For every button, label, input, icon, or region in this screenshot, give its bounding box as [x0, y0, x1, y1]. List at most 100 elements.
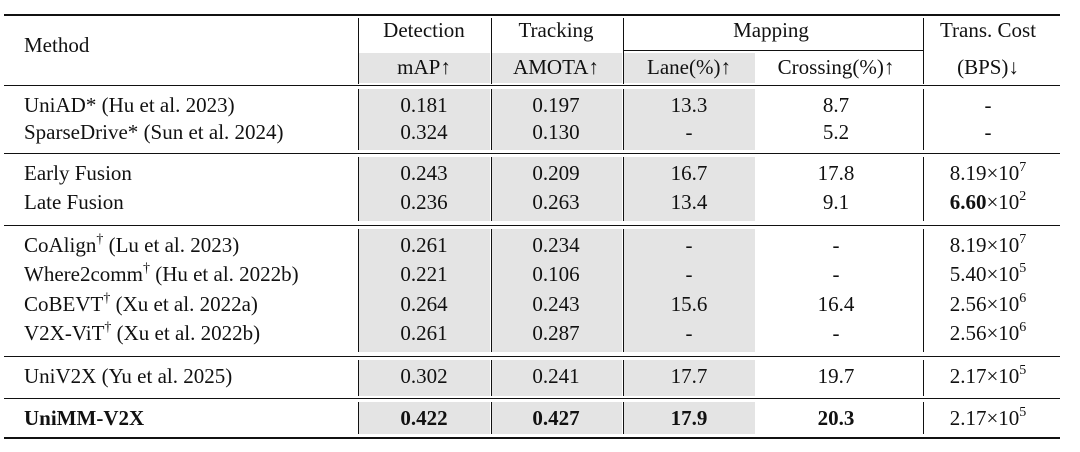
header-mapping: Mapping: [733, 18, 809, 42]
method-name: SparseDrive* (Sun et al. 2024): [24, 120, 284, 144]
cost-times-ten: ×10: [986, 190, 1020, 214]
top-rule: [4, 14, 1060, 16]
cell-lane: -: [685, 233, 693, 257]
vline-0-3: [923, 18, 924, 84]
citation: (Xu et al. 2022b): [111, 321, 261, 345]
shade-g1-c0: [359, 157, 490, 221]
citation: (Lu et al. 2023): [103, 233, 240, 257]
cell-map: 0.261: [400, 233, 448, 257]
shade-g0-c1: [492, 89, 622, 150]
method-label: UniAD*: [24, 93, 97, 117]
cell-cost: -: [985, 93, 992, 117]
header-bps: (BPS)↓: [957, 55, 1019, 79]
cell-lane: -: [685, 120, 693, 144]
cell-lane: 13.4: [670, 190, 708, 214]
vline-3-3: [923, 229, 924, 352]
method-label: Early Fusion: [24, 161, 132, 185]
method-name: Where2comm† (Hu et al. 2022b): [24, 262, 299, 287]
method-name: UniAD* (Hu et al. 2023): [24, 93, 235, 117]
cost-exponent: 2: [1019, 189, 1027, 204]
cell-amota: 0.287: [532, 321, 580, 345]
method-name: CoAlign† (Lu et al. 2023): [24, 232, 240, 258]
cost-mantissa: 8.19: [949, 233, 987, 257]
header-crossing: Crossing(%)↑: [777, 55, 895, 79]
method-name: Early Fusion: [24, 161, 132, 185]
cell-lane: 17.9: [670, 406, 708, 430]
header-tracking: Tracking: [518, 18, 594, 42]
cost-exponent: 6: [1019, 291, 1027, 306]
shade-g0-c0: [359, 89, 490, 150]
method-label: CoAlign: [24, 233, 97, 257]
cell-lane: -: [685, 262, 693, 286]
cell-cost: 8.19×107: [950, 161, 1027, 186]
method-label: Late Fusion: [24, 190, 124, 214]
vline-3-2: [623, 229, 624, 352]
group-rule-2: [4, 225, 1060, 226]
cell-map: 0.302: [400, 364, 448, 388]
vline-5-1: [491, 402, 492, 434]
vline-4-3: [923, 360, 924, 396]
cost-times-ten: ×10: [986, 364, 1020, 388]
cell-crossing: -: [832, 321, 840, 345]
shade-g2-c1: [492, 229, 622, 352]
shade-g3-c2: [624, 360, 755, 396]
method-label: UniMM-V2X: [24, 406, 145, 430]
shade-g1-c2: [624, 157, 755, 221]
cell-cost: 2.17×105: [950, 406, 1027, 431]
cell-map: 0.264: [400, 292, 448, 316]
citation: (Yu et al. 2025): [96, 364, 233, 388]
cost-times-ten: ×10: [986, 321, 1020, 345]
vline-4-1: [491, 360, 492, 396]
cell-amota: 0.241: [532, 364, 580, 388]
cell-crossing: -: [832, 262, 840, 286]
header-map: mAP↑: [397, 55, 451, 79]
group-rule-4: [4, 398, 1060, 399]
shade-g2-c0: [359, 229, 490, 352]
vline-4-2: [623, 360, 624, 396]
cost-times-ten: ×10: [986, 262, 1020, 286]
cost-mantissa: 6.60: [949, 190, 987, 214]
cell-amota: 0.427: [532, 406, 580, 430]
cost-exponent: 6: [1019, 320, 1027, 335]
cost-exponent: 5: [1019, 363, 1027, 378]
header-lane: Lane(%)↑: [647, 55, 731, 79]
cell-lane: 13.3: [670, 93, 708, 117]
cell-map: 0.324: [400, 120, 448, 144]
cost-mantissa: 5.40: [949, 262, 987, 286]
cell-crossing: 16.4: [817, 292, 855, 316]
dagger-mark: †: [96, 232, 104, 247]
method-label: V2X-ViT: [24, 321, 105, 345]
cell-cost: 2.17×105: [949, 363, 1027, 389]
shade-g2-c2: [624, 229, 755, 352]
citation: (Xu et al. 2022a): [110, 292, 258, 316]
cost-times-ten: ×10: [986, 233, 1020, 257]
cost-mantissa: -: [984, 93, 992, 117]
cell-map: 0.261: [400, 321, 448, 345]
method-name: UniMM-V2X: [24, 406, 144, 430]
shade-g0-c2: [624, 89, 755, 150]
vline-2-0: [358, 157, 359, 221]
cell-crossing: 20.3: [817, 406, 855, 430]
method-name: Late Fusion: [24, 190, 124, 214]
vline-3-0: [358, 229, 359, 352]
cell-crossing: 8.7: [822, 93, 850, 117]
method-name: CoBEVT† (Xu et al. 2022a): [24, 292, 258, 317]
cell-amota: 0.209: [532, 161, 580, 185]
method-label: CoBEVT: [24, 292, 104, 316]
cell-cost: 6.60×102: [949, 189, 1027, 215]
method-label: UniV2X: [24, 364, 97, 388]
bottom-rule: [4, 437, 1060, 439]
vline-1-2: [623, 89, 624, 150]
shade-g4-c2: [624, 402, 755, 434]
method-name: V2X-ViT† (Xu et al. 2022b): [24, 321, 261, 346]
cell-map: 0.236: [400, 190, 448, 214]
shade-g4-c0: [359, 402, 490, 434]
cell-lane: 16.7: [670, 161, 708, 185]
cost-mantissa: 2.17: [949, 364, 987, 388]
vline-0-2: [623, 18, 624, 84]
cell-amota: 0.197: [532, 93, 580, 117]
cell-lane: 17.7: [670, 364, 708, 388]
group-rule-1: [4, 153, 1060, 154]
vline-5-2: [623, 402, 624, 434]
